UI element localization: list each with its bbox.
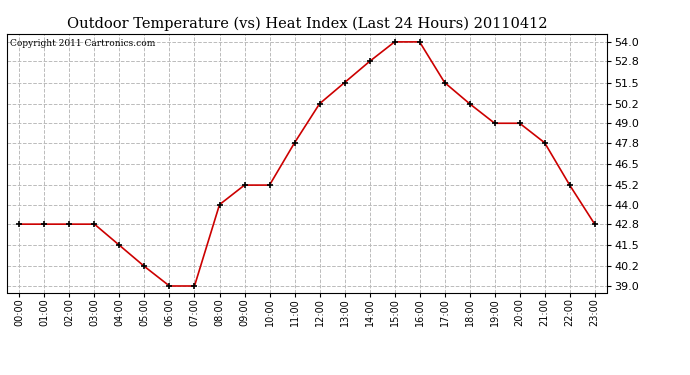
Title: Outdoor Temperature (vs) Heat Index (Last 24 Hours) 20110412: Outdoor Temperature (vs) Heat Index (Las… <box>67 17 547 31</box>
Text: Copyright 2011 Cartronics.com: Copyright 2011 Cartronics.com <box>10 39 155 48</box>
